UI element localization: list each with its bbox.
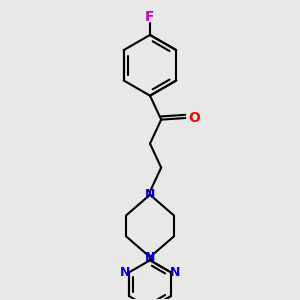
Text: N: N: [145, 188, 155, 201]
Text: N: N: [169, 266, 180, 279]
Text: F: F: [145, 11, 155, 24]
Text: N: N: [145, 250, 155, 264]
Text: N: N: [120, 266, 130, 279]
Text: O: O: [188, 111, 200, 125]
